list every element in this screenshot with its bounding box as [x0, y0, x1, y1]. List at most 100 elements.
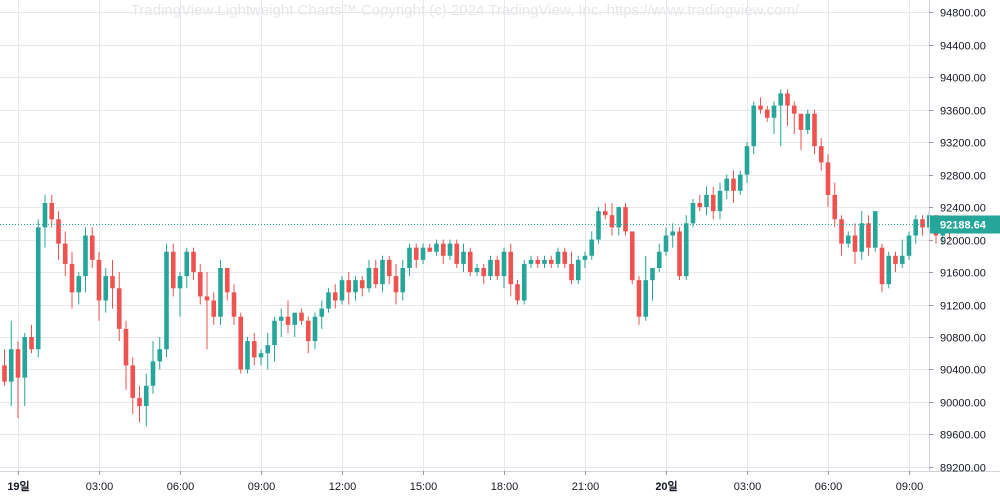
candle[interactable] — [677, 227, 682, 281]
candle[interactable] — [29, 324, 34, 354]
candle[interactable] — [413, 243, 419, 268]
candle[interactable] — [508, 243, 514, 297]
candle[interactable] — [562, 247, 568, 268]
candle[interactable] — [785, 89, 790, 126]
candle[interactable] — [143, 373, 149, 427]
candle[interactable] — [238, 312, 244, 374]
candle[interactable] — [596, 207, 601, 244]
candle[interactable] — [110, 259, 115, 309]
candle[interactable] — [332, 284, 338, 309]
candle[interactable] — [852, 223, 858, 264]
candle[interactable] — [616, 207, 622, 236]
candle[interactable] — [643, 255, 649, 321]
candle[interactable] — [96, 251, 102, 321]
candle[interactable] — [170, 243, 176, 297]
candle[interactable] — [319, 300, 325, 329]
candle[interactable] — [893, 251, 898, 273]
candle[interactable] — [373, 259, 379, 289]
candle[interactable] — [589, 231, 595, 260]
candle[interactable] — [164, 243, 169, 358]
candle[interactable] — [467, 247, 473, 277]
candle[interactable] — [420, 243, 426, 264]
candle[interactable] — [103, 267, 109, 313]
candle[interactable] — [575, 255, 581, 285]
candle[interactable] — [76, 272, 82, 305]
candle[interactable] — [137, 385, 142, 423]
candle[interactable] — [548, 255, 554, 268]
candle[interactable] — [805, 109, 811, 134]
candle[interactable] — [751, 101, 757, 155]
candle[interactable] — [650, 267, 655, 301]
candle[interactable] — [744, 142, 750, 183]
candle[interactable] — [771, 101, 777, 134]
candle[interactable] — [521, 259, 527, 305]
candle[interactable] — [602, 203, 608, 220]
price-axis[interactable]: 94800.00 94400.00 94000.00 93600.00 93200.00… — [929, 8, 986, 475]
candle[interactable] — [218, 259, 223, 325]
candle[interactable] — [839, 215, 844, 256]
candle[interactable] — [542, 255, 547, 268]
candle[interactable] — [359, 276, 365, 297]
candle[interactable] — [731, 170, 736, 204]
candle[interactable] — [224, 267, 230, 301]
candle[interactable] — [380, 255, 385, 293]
candle[interactable] — [724, 174, 730, 199]
candle[interactable] — [845, 231, 851, 248]
candle[interactable] — [251, 332, 257, 366]
candle[interactable] — [710, 186, 716, 220]
candle[interactable] — [15, 341, 21, 419]
candle[interactable] — [528, 255, 534, 268]
candle[interactable] — [197, 263, 203, 305]
candle[interactable] — [899, 239, 905, 268]
candle[interactable] — [764, 105, 770, 122]
candle[interactable] — [191, 247, 196, 281]
candle[interactable] — [8, 320, 14, 407]
candle[interactable] — [474, 263, 480, 277]
candle[interactable] — [515, 280, 520, 305]
candle[interactable] — [481, 263, 487, 285]
candle[interactable] — [866, 215, 871, 256]
candle[interactable] — [872, 211, 878, 252]
candle[interactable] — [346, 272, 352, 305]
candle[interactable] — [825, 154, 831, 208]
candle[interactable] — [123, 320, 129, 390]
candle[interactable] — [535, 255, 541, 268]
candle[interactable] — [272, 316, 277, 362]
candle[interactable] — [83, 227, 88, 293]
candle[interactable] — [204, 272, 210, 350]
candle[interactable] — [488, 255, 493, 281]
candle[interactable] — [326, 288, 331, 313]
candle[interactable] — [670, 223, 676, 248]
candle[interactable] — [447, 239, 453, 260]
candle[interactable] — [150, 341, 156, 394]
candles-layer[interactable] — [2, 89, 959, 427]
candle[interactable] — [299, 308, 304, 325]
candle[interactable] — [636, 276, 642, 325]
candle[interactable] — [292, 312, 298, 338]
candle[interactable] — [278, 308, 284, 338]
candle[interactable] — [629, 231, 635, 285]
candle[interactable] — [407, 243, 412, 277]
candle[interactable] — [569, 251, 574, 285]
candle[interactable] — [798, 113, 804, 151]
candle[interactable] — [920, 215, 925, 236]
candle[interactable] — [305, 316, 311, 354]
candle[interactable] — [609, 203, 615, 236]
candle[interactable] — [211, 292, 217, 325]
candle[interactable] — [656, 243, 662, 273]
candle[interactable] — [494, 255, 500, 281]
candle[interactable] — [2, 349, 7, 386]
candle[interactable] — [177, 272, 183, 317]
time-axis[interactable]: 19일 03:00 06:00 09:00 12:00 15:00 18:00 21:00 20… — [7, 471, 923, 493]
candle[interactable] — [386, 255, 392, 285]
candle[interactable] — [555, 247, 561, 268]
candle[interactable] — [832, 182, 838, 228]
candle[interactable] — [339, 276, 345, 305]
candle[interactable] — [42, 194, 48, 248]
candle[interactable] — [69, 251, 75, 309]
candle[interactable] — [56, 211, 61, 260]
candle[interactable] — [886, 251, 892, 289]
candle[interactable] — [393, 263, 399, 305]
